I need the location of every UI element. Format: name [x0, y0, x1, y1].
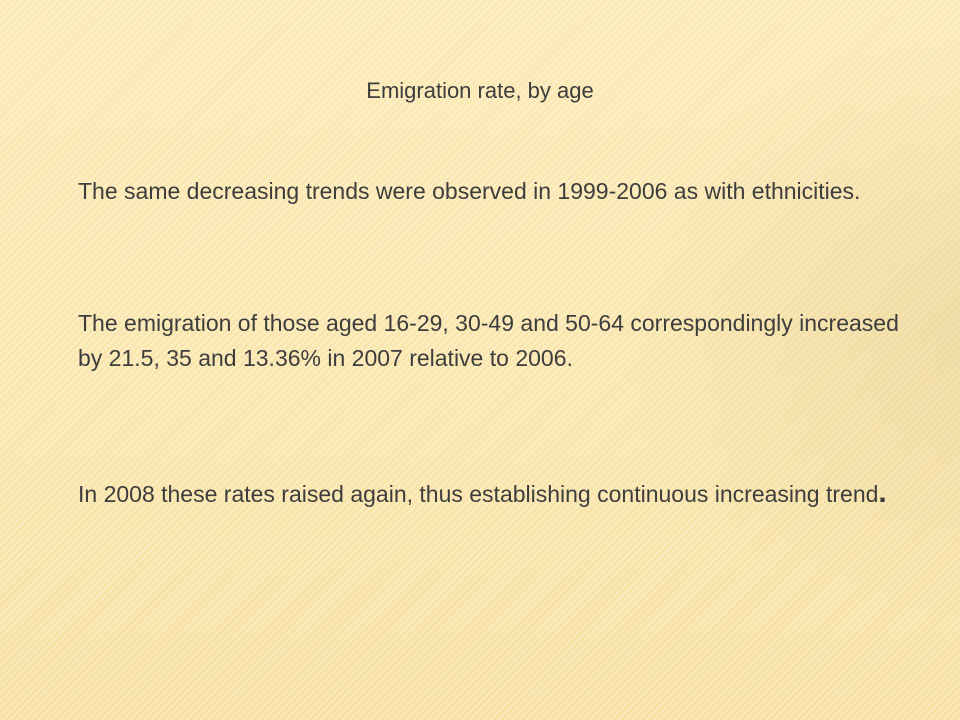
paragraph-end: . — [878, 476, 887, 509]
slide-title: Emigration rate, by age — [366, 78, 594, 103]
paragraph-text: The emigration of those aged 16-29, 30-4… — [78, 310, 899, 371]
paragraph: In 2008 these rates raised again, thus e… — [78, 472, 928, 515]
paragraph: The emigration of those aged 16-29, 30-4… — [78, 306, 928, 376]
paragraph: The same decreasing trends were observed… — [78, 174, 928, 209]
paragraph-text: In 2008 these rates raised again, thus e… — [78, 481, 879, 507]
paragraph-text: The same decreasing trends were observed… — [78, 178, 861, 204]
